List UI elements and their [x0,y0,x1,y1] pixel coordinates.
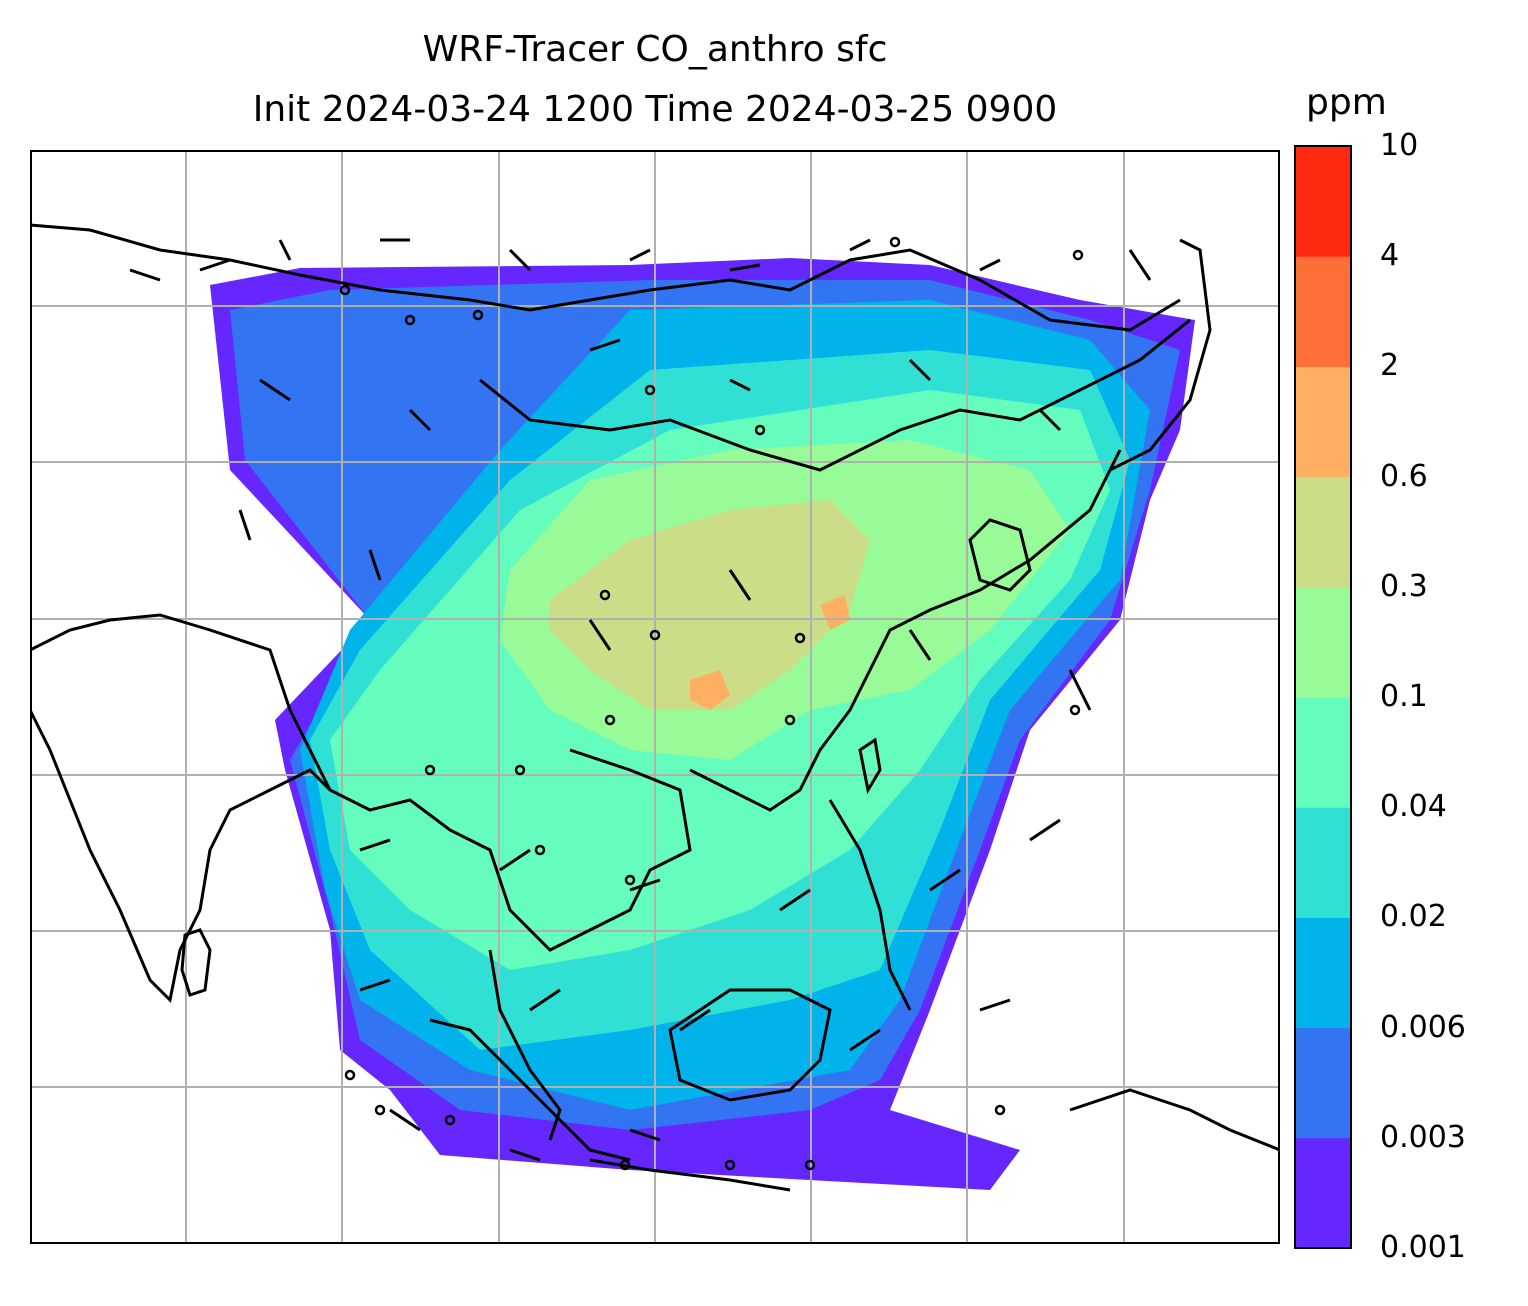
colorbar-segment [1296,917,1350,1029]
coastline-japan [1109,238,1212,472]
gridlines [30,150,1280,1244]
colorbar-tick-label: 0.1 [1380,679,1428,714]
calm-wind-circles [339,236,1084,1171]
colorbar-segment [1296,146,1350,257]
map-panel [30,150,1280,1244]
colorbar-tick-label: 2 [1380,348,1400,384]
colorbar-tick-label: 4 [1380,238,1400,274]
coastline-india [30,613,332,1004]
coastline-philippines [828,799,912,1011]
colorbar-segment [1296,586,1350,698]
colorbar-segment [1296,476,1350,588]
coastline-korea [968,518,1032,592]
colorbar-segment [1296,1027,1350,1139]
colorbar-segment [1296,256,1350,367]
wind-barbs [129,238,1152,1162]
colorbar-segment [1296,366,1350,478]
colorbar-tick-label: 0.006 [1380,1009,1466,1045]
coastline-indochina [329,748,692,952]
colorbar-segment [1296,697,1350,808]
colorbar-tick-label: 0.3 [1380,568,1428,604]
map-border [30,150,1280,1244]
colorbar-tick-label: 0.001 [1380,1230,1466,1265]
colorbar-unit-label: ppm [1306,82,1387,123]
border-north [30,223,1181,332]
coastlines [30,223,1280,1192]
coastline-sumatra [429,1018,631,1162]
colorbar-tick-label: 0.04 [1380,789,1447,825]
coastline-malay [488,949,562,1141]
field-0.6 [690,670,730,710]
map-title-line2: Init 2024-03-24 1200 Time 2024-03-25 090… [252,89,1058,130]
coastline-newguinea [1069,1088,1280,1152]
colorbar-tick-label: 0.6 [1380,458,1428,494]
colorbar-tick-label: 0.02 [1380,899,1447,935]
coastline-taiwan [858,737,882,795]
field-0.6-b [820,595,850,630]
colorbar-tick-label: 0.003 [1380,1119,1466,1155]
border-mongolia [479,318,1191,472]
colorbar [1294,145,1352,1249]
colorbar-segment [1296,807,1350,918]
map-title-line1: WRF-Tracer CO_anthro sfc [422,29,888,70]
field-0.3 [550,500,870,710]
tracer-field [210,258,1195,1190]
coastline-china-east [689,449,1122,812]
colorbar-tick-label: 10 [1380,128,1419,163]
colorbar-segment [1296,1137,1350,1249]
coastline-borneo [668,988,832,1102]
coastline-srilanka [180,928,212,997]
